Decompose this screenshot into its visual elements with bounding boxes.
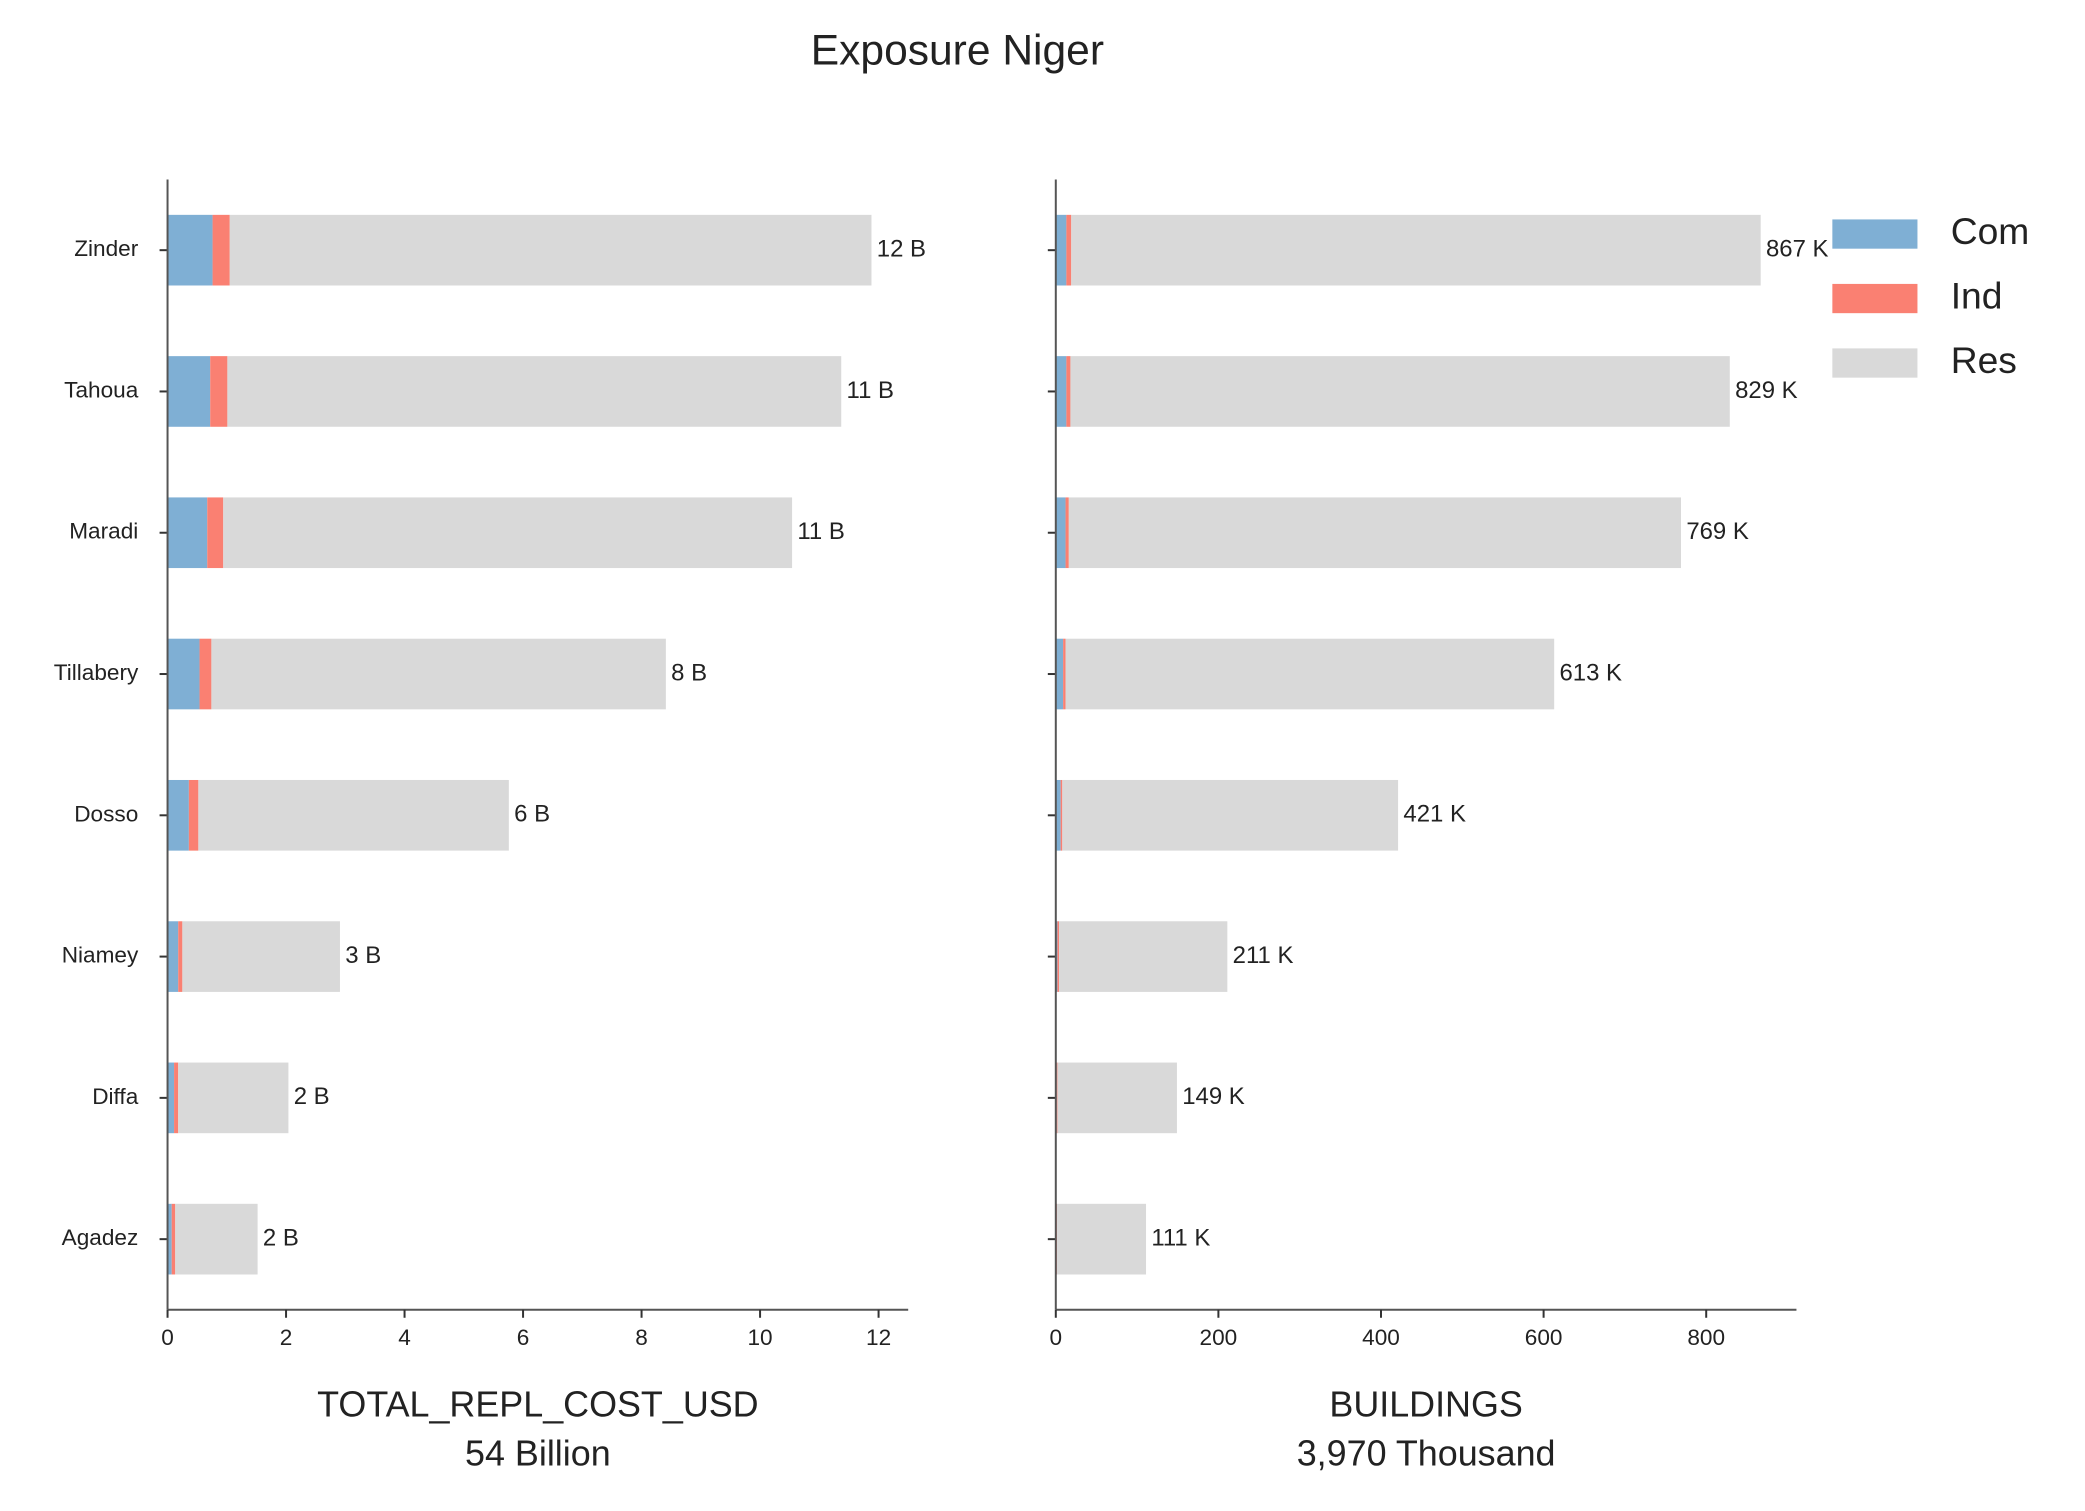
bar-segment [1066, 356, 1071, 427]
x-tick-label: 12 [866, 1325, 891, 1350]
legend-swatch [1832, 219, 1918, 249]
y-tick-label: Tahoua [64, 377, 139, 402]
bar-segment [1055, 638, 1064, 710]
value-label: 2 B [294, 1083, 330, 1110]
bar-segment [207, 497, 224, 569]
value-label: 421 K [1403, 801, 1466, 828]
bar-segment [198, 779, 509, 851]
legend-swatch [1832, 283, 1918, 314]
value-label: 3 B [345, 942, 381, 969]
y-tick-label: Maradi [69, 519, 138, 544]
bar-segment [167, 1062, 175, 1134]
value-label: 111 K [1151, 1224, 1210, 1251]
x-tick-label: 0 [1050, 1325, 1063, 1350]
value-label: 149 K [1182, 1083, 1245, 1110]
value-label: 613 K [1559, 659, 1622, 686]
bar-segment [1068, 497, 1682, 569]
chart-title: Exposure Niger [811, 26, 1104, 74]
bar-segment [1060, 779, 1063, 851]
bar-segment [1057, 1062, 1177, 1134]
bar-segment [167, 638, 200, 710]
bar-segment [188, 779, 199, 851]
bar-segment [1063, 638, 1066, 710]
bar-segment [1055, 214, 1067, 286]
bar-segment [1057, 1203, 1147, 1275]
bar-segment [167, 356, 211, 427]
value-label: 12 B [877, 236, 926, 263]
y-tick-label: Agadez [62, 1225, 139, 1250]
bar-segment [178, 921, 183, 992]
bar-segment [178, 1062, 289, 1134]
x-tick-label: 6 [517, 1325, 530, 1350]
bar-segment [167, 779, 189, 851]
bar-segment [182, 921, 340, 992]
bar-segment [171, 1203, 176, 1275]
value-label: 769 K [1686, 518, 1749, 545]
bar-segment [223, 497, 793, 569]
y-tick-label: Niamey [62, 943, 139, 968]
bar-segment [167, 497, 208, 569]
bar-segment [167, 1203, 172, 1275]
bar-segment [167, 214, 213, 286]
x-axis-sublabel: 3,970 Thousand [1297, 1434, 1556, 1474]
x-tick-label: 400 [1362, 1325, 1400, 1350]
bar-segment [174, 1062, 179, 1134]
legend-label: Com [1951, 210, 2030, 252]
value-label: 11 B [797, 518, 844, 545]
value-label: 2 B [263, 1224, 299, 1251]
bar-segment [167, 921, 179, 992]
legend-label: Ind [1951, 274, 2003, 316]
bar-segment [227, 356, 842, 427]
y-tick-label: Diffa [92, 1084, 138, 1109]
bar-segment [1065, 638, 1555, 710]
x-tick-label: 200 [1200, 1325, 1238, 1350]
x-tick-label: 0 [161, 1325, 174, 1350]
bar-segment [175, 1203, 258, 1275]
x-tick-label: 800 [1687, 1325, 1725, 1350]
bar-segment [229, 214, 872, 286]
x-tick-label: 600 [1525, 1325, 1563, 1350]
legend-label: Res [1951, 339, 2017, 381]
value-label: 867 K [1766, 236, 1829, 263]
value-label: 11 B [847, 377, 894, 404]
y-tick-label: Dosso [74, 801, 138, 826]
x-tick-label: 10 [747, 1325, 772, 1350]
bar-segment [1055, 356, 1067, 427]
bar-segment [1066, 214, 1072, 286]
y-tick-label: Tillabery [54, 660, 139, 685]
bar-segment [1065, 497, 1069, 569]
bar-segment [1055, 779, 1061, 851]
bar-segment [1070, 356, 1730, 427]
bar-segment [1057, 921, 1060, 992]
bar-segment [199, 638, 212, 710]
bar-segment [1055, 497, 1066, 569]
x-axis-label: BUILDINGS [1329, 1384, 1522, 1424]
x-tick-label: 2 [280, 1325, 293, 1350]
bar-segment [1071, 214, 1761, 286]
value-label: 6 B [514, 801, 550, 828]
bar-segment [1059, 921, 1228, 992]
value-label: 8 B [671, 659, 707, 686]
legend-swatch [1832, 348, 1918, 378]
bar-segment [212, 214, 230, 286]
bar-segment [1056, 1062, 1058, 1134]
value-label: 211 K [1233, 942, 1294, 969]
value-label: 829 K [1735, 377, 1798, 404]
x-axis-label: TOTAL_REPL_COST_USD [317, 1384, 758, 1424]
bar-segment [211, 638, 666, 710]
bar-segment [1062, 779, 1399, 851]
x-axis-sublabel: 54 Billion [465, 1434, 611, 1474]
bar-segment [210, 356, 228, 427]
y-tick-label: Zinder [74, 236, 139, 261]
x-tick-label: 4 [398, 1325, 411, 1350]
x-tick-label: 8 [635, 1325, 648, 1350]
